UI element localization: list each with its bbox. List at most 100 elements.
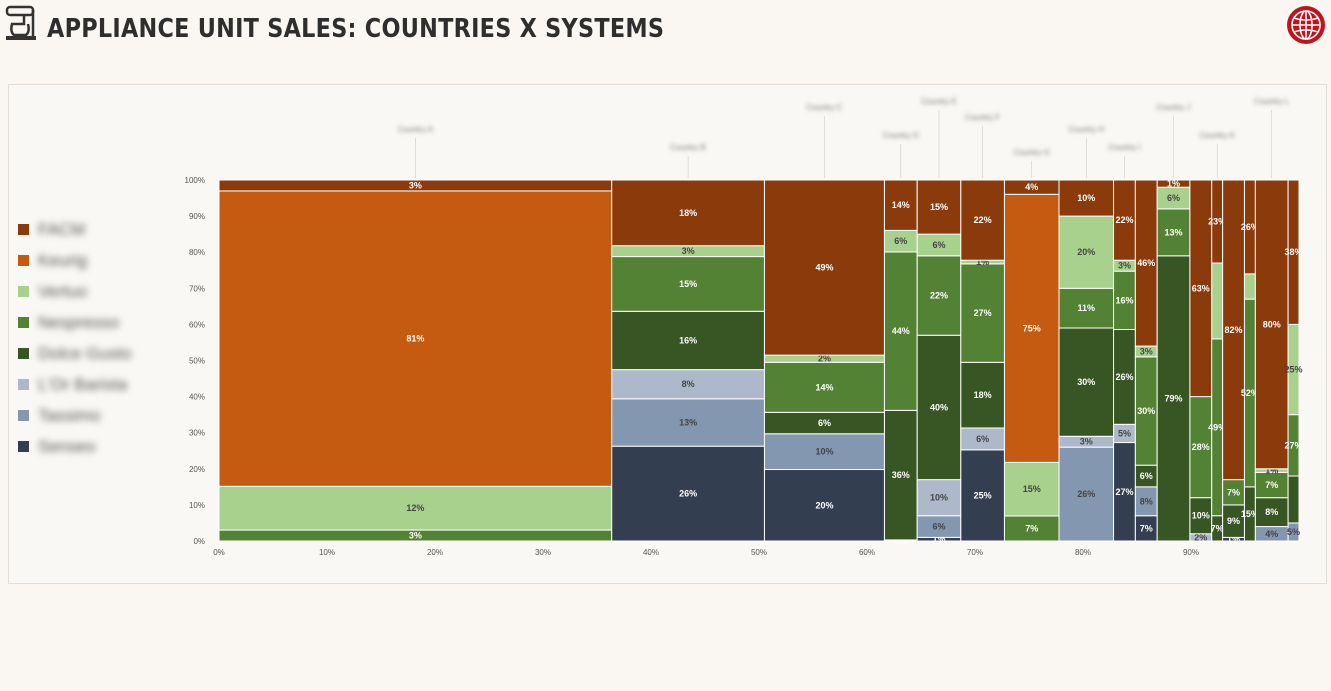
segment-label: 18% — [974, 390, 992, 400]
y-tick-label: 30% — [189, 429, 205, 438]
legend-swatch — [18, 286, 29, 297]
mekko-column: 2% 10% 28% 63% — [1189, 179, 1213, 542]
segment-label: 38% — [1285, 247, 1303, 257]
segment-label: 75% — [1023, 323, 1041, 333]
segment-label: 49% — [1208, 422, 1226, 432]
legend-swatch — [18, 379, 29, 390]
segment-label: 7% — [1211, 523, 1224, 533]
segment-label: 40% — [930, 402, 948, 412]
segment-label: 80% — [1263, 319, 1281, 329]
segment-label: 15% — [679, 279, 697, 289]
legend-item[interactable]: Vertuo — [18, 282, 178, 313]
column-label: Country J — [1156, 103, 1190, 112]
mekko-segment — [883, 251, 918, 411]
mekko-column: 3% 12% 81% 3% — [218, 179, 613, 542]
legend-label: L'Or Barista — [38, 375, 128, 394]
x-tick-label: 60% — [859, 548, 875, 557]
segment-label: 14% — [815, 382, 833, 392]
globe-icon[interactable] — [1285, 4, 1327, 46]
mekko-segment — [960, 263, 1005, 363]
segment-label: 1% — [976, 257, 989, 267]
mekko-segment — [611, 179, 765, 247]
segment-label: 26% — [1241, 222, 1259, 232]
legend-label: Keurig — [38, 251, 88, 270]
mekko-segment — [1058, 327, 1115, 437]
legend-item[interactable]: Dolce Gusto — [18, 344, 178, 375]
legend-label: Tassimo — [38, 406, 101, 425]
column-label: Country E — [921, 97, 957, 106]
legend-item[interactable]: Keurig — [18, 251, 178, 282]
mekko-column: 1% 9% 7% 82% — [1222, 179, 1245, 544]
legend-swatch — [18, 255, 29, 266]
legend-item[interactable]: L'Or Barista — [18, 375, 178, 406]
legend-swatch — [18, 441, 29, 452]
mekko-column: 1% 6% 10% 40% 22% 6% 15% — [916, 179, 962, 544]
column-label: Country B — [670, 143, 706, 152]
segment-label: 6% — [1140, 471, 1153, 481]
mekko-segment — [1156, 255, 1191, 542]
segment-label: 22% — [1115, 215, 1133, 225]
segment-label: 15% — [1241, 509, 1259, 519]
segment-label: 3% — [682, 246, 695, 256]
segment-label: 26% — [1077, 489, 1095, 499]
mekko-column: 79% 13% 6% 1% — [1156, 179, 1191, 542]
segment-label: 20% — [815, 500, 833, 510]
x-tick-label: 30% — [535, 548, 551, 557]
segment-label: 46% — [1137, 258, 1155, 268]
mekko-segment — [1254, 179, 1289, 470]
y-tick-label: 20% — [189, 465, 205, 474]
segment-label: 15% — [1023, 484, 1041, 494]
segment-label: 3% — [409, 180, 422, 190]
column-label: Country F — [965, 113, 1000, 122]
mekko-segment — [916, 334, 962, 481]
mekko-segment — [611, 398, 765, 447]
segment-label: 49% — [815, 263, 833, 273]
mekko-segment — [1058, 287, 1115, 329]
segment-label: 6% — [932, 522, 945, 532]
segment-label: 8% — [1265, 507, 1278, 517]
column-label: Country D — [883, 131, 919, 140]
legend-label: Dolce Gusto — [38, 344, 132, 363]
y-tick-label: 70% — [189, 284, 205, 293]
segment-label: 8% — [682, 379, 695, 389]
legend-item[interactable]: Nespresso — [18, 313, 178, 344]
mekko-segment — [763, 361, 885, 413]
segment-label: 10% — [1192, 511, 1210, 521]
segment-label: 63% — [1192, 283, 1210, 293]
segment-label: 44% — [892, 326, 910, 336]
segment-label: 20% — [1077, 247, 1095, 257]
mekko-segment — [883, 179, 918, 231]
segment-label: 13% — [679, 417, 697, 427]
segment-label: 7% — [1227, 487, 1240, 497]
segment-label: 36% — [892, 470, 910, 480]
legend-item[interactable]: Senseo — [18, 437, 178, 468]
segment-label: 25% — [1285, 365, 1303, 375]
segment-label: 79% — [1165, 393, 1183, 403]
segment-label: 23% — [1208, 217, 1226, 227]
legend-item[interactable]: Tassimo — [18, 406, 178, 437]
mekko-segment — [611, 445, 765, 542]
x-tick-label: 0% — [213, 548, 225, 557]
y-tick-label: 40% — [189, 393, 205, 402]
segment-label: 25% — [974, 490, 992, 500]
column-label: Country H — [1068, 125, 1104, 134]
segment-label: 27% — [1115, 487, 1133, 497]
column-label: Country C — [806, 103, 842, 112]
mekko-segment — [611, 369, 765, 400]
y-tick-label: 50% — [189, 357, 205, 366]
segment-label: 1% — [932, 534, 945, 544]
segment-label: 81% — [406, 334, 424, 344]
mekko-segment — [916, 179, 962, 235]
segment-label: 7% — [1265, 480, 1278, 490]
column-label: Country K — [1199, 131, 1235, 140]
mekko-segment — [1058, 446, 1115, 542]
segment-label: 6% — [894, 236, 907, 246]
segment-label: 3% — [1140, 346, 1153, 356]
mekko-column: 26% 3% 30% 11% 20% 10% — [1058, 179, 1115, 542]
y-tick-label: 90% — [189, 212, 205, 221]
segment-label: 3% — [409, 531, 422, 541]
legend-swatch — [18, 224, 29, 235]
mekko-segment — [1287, 475, 1300, 524]
legend-item[interactable]: FACM — [18, 220, 178, 251]
